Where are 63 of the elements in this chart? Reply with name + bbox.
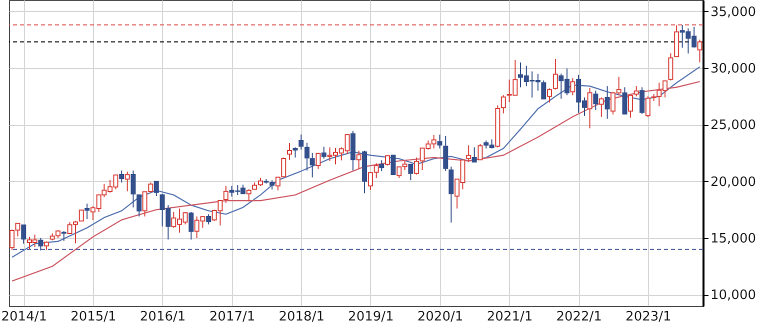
candlestick [604,86,610,120]
candlestick [443,136,448,172]
candlestick [390,154,396,176]
y-tick-label: 15,000 [710,232,756,246]
x-tick-label: 2020/1 [417,310,464,324]
candlestick [448,166,454,224]
candlestick [130,170,136,208]
candlestick [478,143,483,160]
candlestick [287,142,292,160]
candlestick [38,238,44,251]
y-tick-label: 30,000 [710,62,756,76]
candlestick [668,52,674,81]
candlestick [598,96,604,118]
candlestick [645,96,650,118]
candlestick [154,180,159,197]
candlestick [472,146,477,163]
candlestick [500,94,506,114]
candlestick [408,163,414,181]
candlestick [188,211,194,240]
candlestick [298,134,304,150]
candlestick [697,39,702,63]
candlestick [292,146,298,158]
x-tick-label: 2019/1 [348,310,394,324]
x-tick-label: 2018/1 [278,310,324,324]
y-tick-label: 10,000 [710,288,756,304]
line-series [11,81,700,282]
candlestick [206,214,212,225]
y-tick-label: 35,000 [710,4,756,20]
candlestick [593,90,598,110]
candlestick [356,150,362,170]
candlestick [321,146,326,160]
candlestick [547,88,552,104]
candlestick [640,86,645,114]
candlestick [124,171,130,192]
y-tick-label: 25,000 [710,118,756,134]
candlestick [78,209,84,222]
line-series [11,66,700,258]
candlestick [628,94,633,118]
x-tick-label: 2022/1 [556,310,602,324]
candlestick [84,203,90,220]
candlestick [385,154,390,166]
y-tick-label: 20,000 [710,174,756,190]
x-tick-label: 2021/1 [486,310,533,324]
x-tick-label: 2017/1 [209,310,256,324]
candlestick [634,86,639,97]
candlestick [223,185,228,204]
candlestick [316,152,321,170]
x-tick-label: 2016/1 [140,310,186,324]
candlestick [136,194,142,217]
candlestick [119,170,124,183]
candlestick [437,134,442,149]
candlestick [379,160,384,172]
x-tick-label: 2015/1 [70,310,116,324]
candlestick [570,78,576,96]
candlestick [587,87,592,129]
candlestick [466,144,472,163]
candlestick [541,80,546,100]
candlestick [21,224,26,244]
candlestick [622,86,628,115]
candlestick [552,58,558,90]
x-tick-label: 2014/1 [1,310,47,324]
candlestick [246,188,252,202]
x-tick-label: 2023/1 [626,310,672,324]
